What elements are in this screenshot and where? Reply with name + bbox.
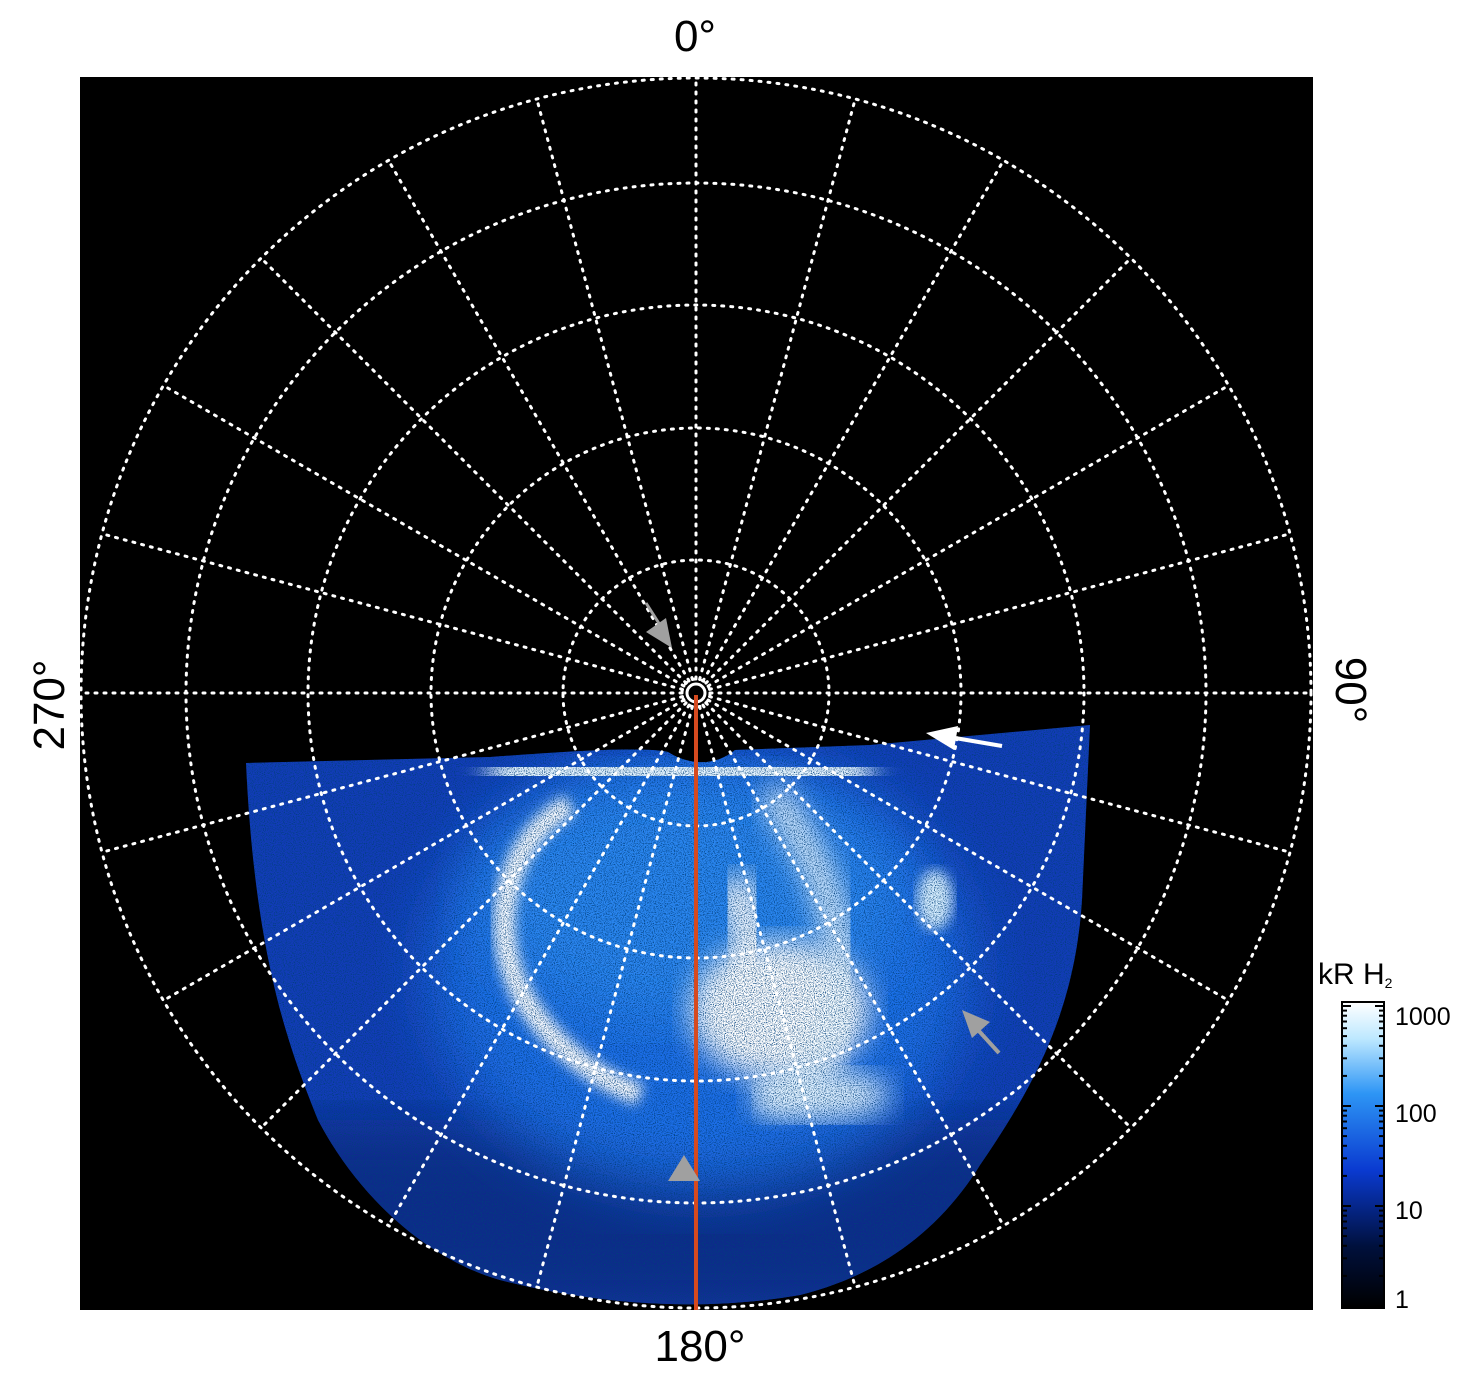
meridian-gridline (701, 703, 1005, 1228)
meridian-gridline (535, 705, 694, 1289)
longitude-meridians (80, 77, 1313, 1310)
meridian-gridline (708, 532, 1292, 691)
colorbar-title-subscript: 2 (1384, 975, 1393, 991)
meridian-gridline (259, 701, 688, 1130)
label-bottom-180deg: 180° (654, 1322, 746, 1371)
meridian-gridline (100, 695, 684, 854)
colorbar-tick-label: 100 (1395, 1100, 1437, 1128)
colorbar-gradient (1341, 1001, 1385, 1309)
arrow-grey-upper (644, 602, 672, 648)
label-right-90deg: 90° (1326, 656, 1375, 724)
meridian-gridline (706, 384, 1231, 688)
meridian-gridline (706, 698, 1231, 1002)
meridian-gridline (259, 256, 688, 685)
meridian-gridline (161, 698, 686, 1002)
meridian-gridline (161, 384, 686, 688)
arrow-grey-right (962, 1010, 1001, 1055)
colorbar (1341, 1001, 1385, 1309)
label-left-270deg: 270° (25, 659, 74, 751)
meridian-gridline (387, 158, 691, 683)
colorbar-title: kR H2 (1318, 958, 1392, 992)
meridian-gridline (701, 158, 1005, 683)
colorbar-tick-marks (1342, 1005, 1384, 1307)
arrow-white-right (926, 726, 1003, 750)
meridian-gridline (698, 97, 857, 681)
meridian-gridline (387, 703, 691, 1228)
meridian-gridline (708, 695, 1292, 854)
auroral-emission (246, 725, 1090, 1305)
meridian-gridline (698, 705, 857, 1289)
triangle-grey-bottom (668, 1155, 700, 1181)
colorbar-tick-label: 10 (1395, 1197, 1423, 1225)
meridian-gridline (704, 701, 1133, 1130)
meridian-gridline (100, 532, 684, 691)
colorbar-tick-label: 1000 (1395, 1003, 1451, 1031)
colorbar-tick-label: 1 (1395, 1286, 1409, 1314)
meridian-gridline (704, 256, 1133, 685)
colorbar-title-text: kR H (1318, 958, 1385, 991)
label-top-0deg: 0° (673, 12, 717, 61)
meridian-gridline (535, 97, 694, 681)
